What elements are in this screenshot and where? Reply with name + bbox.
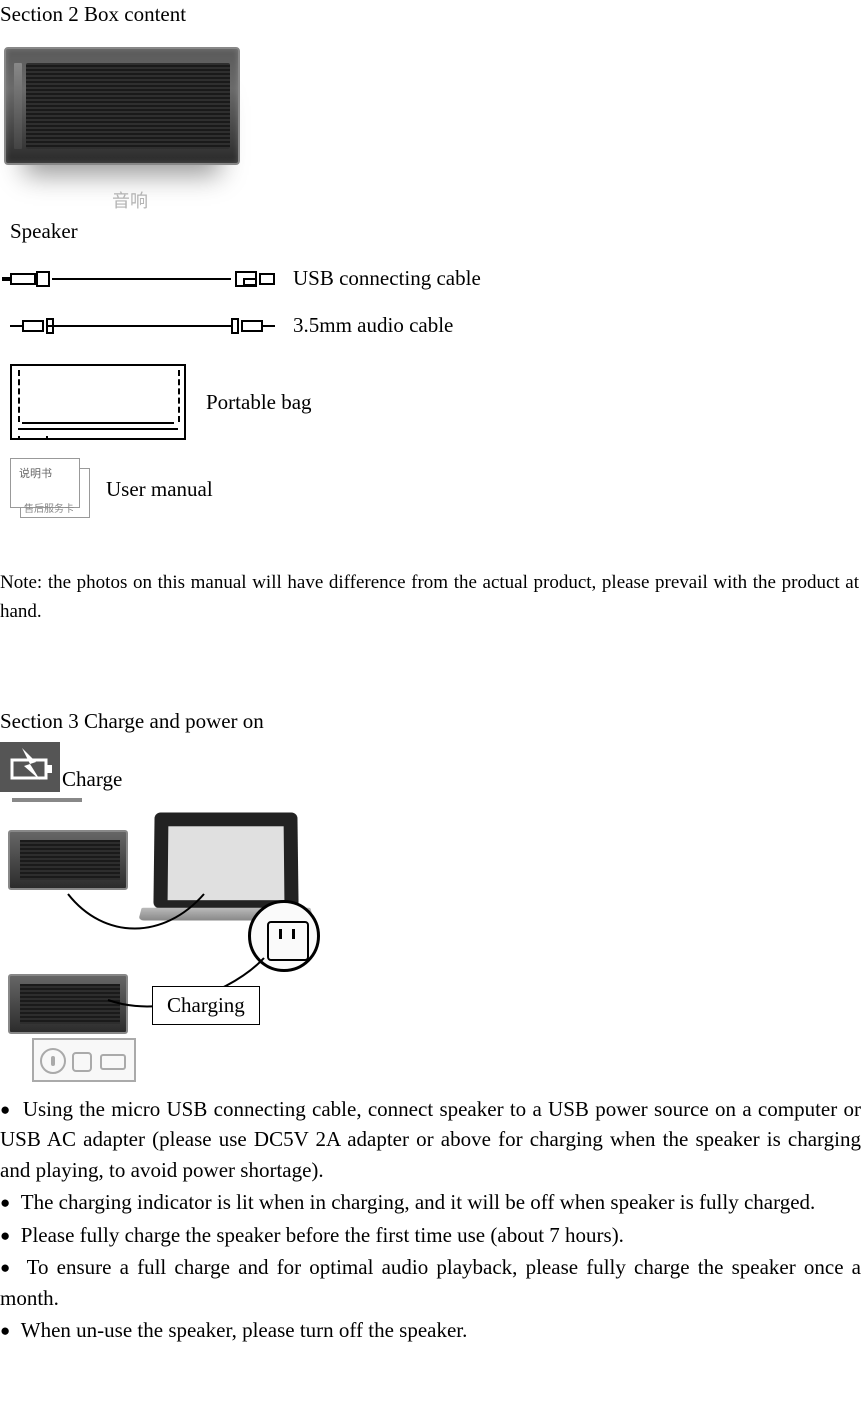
charge-icon — [0, 742, 60, 792]
diagram-speaker-top — [8, 830, 128, 890]
bullet-5: ● When un-use the speaker, please turn o… — [0, 1315, 861, 1345]
bullet-4: ● To ensure a full charge and for optima… — [0, 1252, 861, 1313]
audio-cable-image — [10, 314, 275, 338]
bullet-3: ● Please fully charge the speaker before… — [0, 1220, 861, 1250]
charge-heading-row: Charge — [0, 742, 865, 792]
bullet-5-text: When un-use the speaker, please turn off… — [21, 1318, 468, 1342]
bullet-1-text: Using the micro USB connecting cable, co… — [0, 1097, 861, 1182]
audio-cable-label: 3.5mm audio cable — [293, 313, 453, 338]
speaker-image — [4, 47, 240, 165]
user-manual-image: 说明书 售后服务卡 — [10, 458, 96, 520]
portable-bag-label: Portable bag — [206, 390, 312, 415]
charging-box-label: Charging — [152, 986, 260, 1025]
section3-title: Section 3 Charge and power on — [0, 709, 865, 734]
charging-diagram: Charging — [4, 806, 320, 1066]
diagram-cable-1 — [64, 890, 214, 930]
bullet-4-text: To ensure a full charge and for optimal … — [0, 1255, 861, 1309]
portable-bag-image — [10, 364, 186, 440]
diagram-rear-panel — [32, 1038, 136, 1082]
user-manual-label: User manual — [106, 477, 213, 502]
user-manual-row: 说明书 售后服务卡 User manual — [0, 458, 865, 520]
audio-cable-row: 3.5mm audio cable — [0, 313, 865, 338]
manual-card-text-2: 售后服务卡 — [24, 500, 74, 515]
speaker-label: Speaker — [10, 219, 78, 244]
speaker-caption-cn: 音响 — [112, 187, 148, 213]
note-text: Note: the photos on this manual will hav… — [0, 568, 865, 627]
bullet-3-text: Please fully charge the speaker before t… — [21, 1223, 624, 1247]
usb-cable-image — [10, 267, 275, 291]
charge-underline — [12, 798, 82, 802]
manual-card-text-1: 说明书 — [19, 465, 52, 481]
usb-cable-row: USB connecting cable — [0, 266, 865, 291]
bullet-1: ● Using the micro USB connecting cable, … — [0, 1094, 861, 1185]
speaker-figure: 音响 — [4, 47, 865, 207]
bullet-list: ● Using the micro USB connecting cable, … — [0, 1094, 865, 1346]
bullet-2: ● The charging indicator is lit when in … — [0, 1187, 861, 1217]
charge-heading: Charge — [62, 767, 122, 792]
usb-cable-label: USB connecting cable — [293, 266, 481, 291]
bullet-2-text: The charging indicator is lit when in ch… — [21, 1190, 816, 1214]
section2-title: Section 2 Box content — [0, 2, 865, 27]
portable-bag-row: Portable bag — [0, 364, 865, 440]
